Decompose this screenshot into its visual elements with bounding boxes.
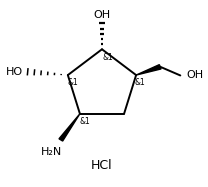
Text: OH: OH (186, 70, 203, 80)
Text: H₂N: H₂N (41, 147, 62, 157)
Text: &1: &1 (68, 78, 79, 87)
Text: HO: HO (6, 67, 23, 77)
Text: &1: &1 (103, 53, 114, 62)
Text: HCl: HCl (91, 159, 113, 172)
Text: OH: OH (93, 10, 110, 20)
Text: &1: &1 (134, 78, 145, 87)
Text: &1: &1 (79, 117, 90, 126)
Polygon shape (136, 65, 161, 75)
Polygon shape (59, 114, 80, 141)
